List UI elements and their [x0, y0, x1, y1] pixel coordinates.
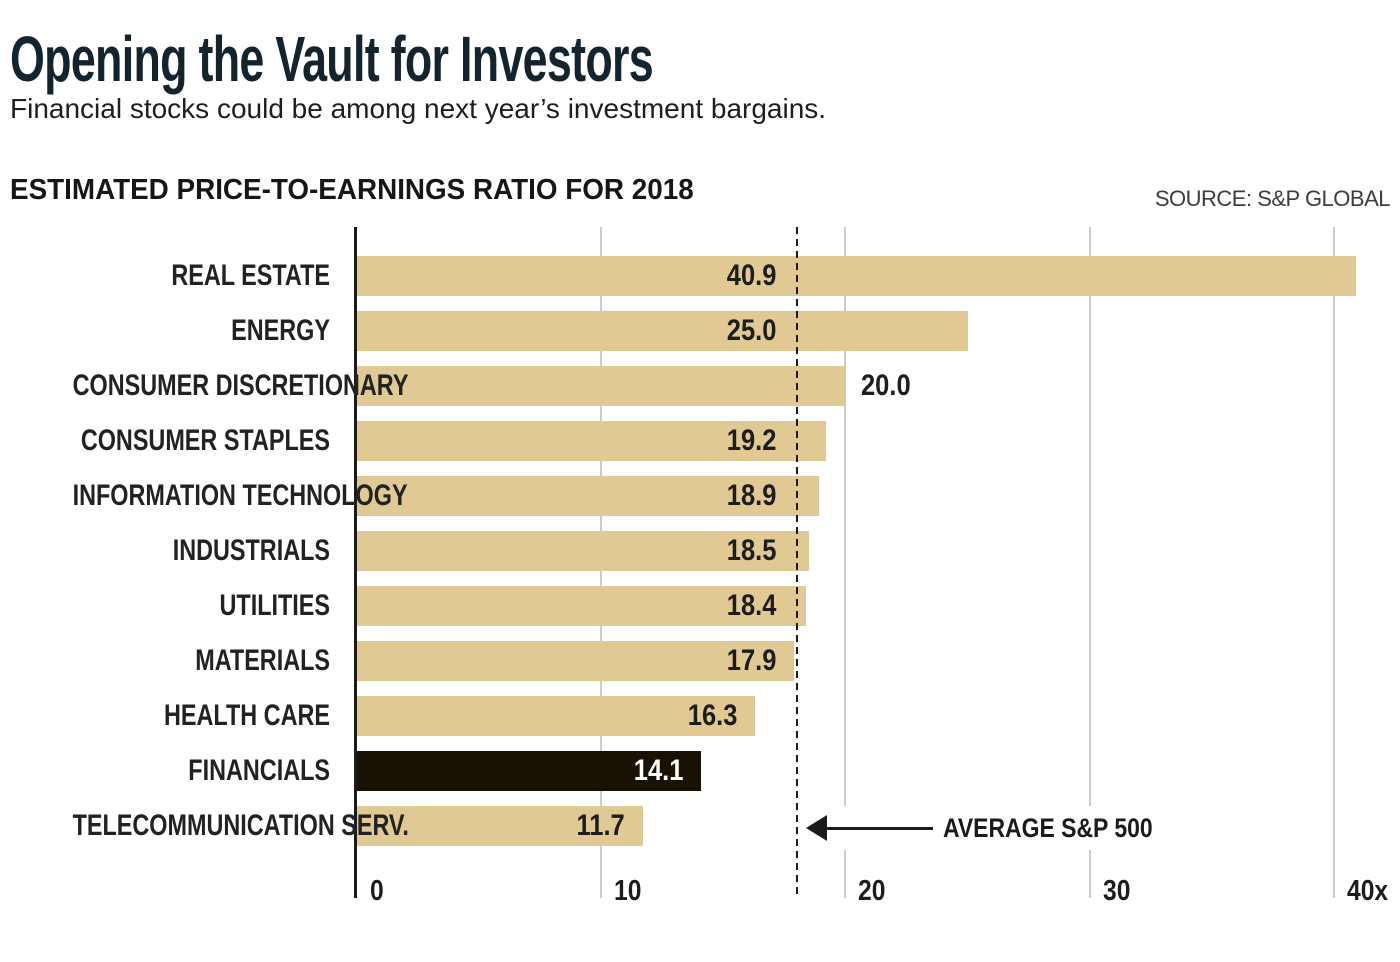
category-label: MATERIALS: [195, 644, 330, 677]
category-label: UTILITIES: [219, 589, 330, 622]
bar-highlighted: [357, 751, 701, 791]
x-tick-label-10: 10: [614, 875, 642, 907]
category-label: FINANCIALS: [188, 754, 330, 787]
bar-value-text: 14.1: [633, 754, 683, 787]
category-label: TELECOMMUNICATION SERV.: [72, 809, 409, 842]
chart-heading: ESTIMATED PRICE-TO-EARNINGS RATIO FOR 20…: [10, 174, 694, 206]
bar-value-label: 19.2: [646, 425, 776, 457]
bar: [357, 256, 1356, 296]
bar-value-label: 17.9: [646, 645, 776, 677]
arrow-left-icon: [806, 815, 827, 841]
bar-value-label: 18.9: [646, 480, 776, 512]
pe-ratio-bar-chart: REAL ESTATE 40.9 ENERGY 25.0 CONSUMER DISCRE…: [0, 227, 1400, 907]
bar-value-text: 16.3: [687, 699, 737, 732]
category-label: REAL ESTATE: [171, 259, 330, 292]
x-tick-label-30: 30: [1103, 875, 1131, 907]
category-label: INFORMATION TECHNOLOGY: [72, 479, 408, 512]
page-subtitle: Financial stocks could be among next yea…: [10, 93, 827, 124]
x-tick-label-20: 20: [858, 875, 886, 907]
bar: [357, 531, 809, 571]
bar-value-text: 25.0: [726, 314, 776, 347]
category-label: INDUSTRIALS: [172, 534, 330, 567]
bar: [357, 476, 819, 516]
bar-value-text: 18.4: [726, 589, 776, 622]
bar: [357, 421, 826, 461]
bar-value-label: 18.4: [646, 590, 776, 622]
bar-value-text: 20.0: [861, 369, 911, 402]
x-tick-label-0: 0: [370, 875, 384, 907]
bar: [357, 806, 643, 846]
category-label: HEALTH CARE: [164, 699, 330, 732]
average-annotation: AVERAGE S&P 500: [798, 806, 1176, 850]
average-reference-line: [796, 227, 798, 898]
chart-source-label: SOURCE: S&P GLOBAL: [1154, 186, 1391, 211]
bar: [357, 366, 845, 406]
x-tick-label-40x: 40x: [1347, 875, 1389, 907]
bar-value-label: 25.0: [646, 315, 776, 347]
arrow-shaft: [826, 827, 933, 830]
gridline-30: [1088, 227, 1091, 898]
page-title: Opening the Vault for Investors: [10, 23, 654, 95]
bar-value-label: 16.3: [607, 700, 737, 732]
gridline-20: [844, 227, 847, 898]
bar-value-text: 19.2: [726, 424, 776, 457]
bar: [357, 696, 755, 736]
category-label: ENERGY: [231, 314, 330, 347]
y-axis-line: [354, 227, 357, 898]
bar-value-label: 18.5: [646, 535, 776, 567]
bar-value-text: 18.5: [726, 534, 776, 567]
bar-value-text: 40.9: [726, 259, 776, 292]
bar-value-label: 11.7: [495, 810, 625, 842]
bar: [357, 641, 794, 681]
bar-value-label: 40.9: [646, 260, 776, 292]
bar-value-label: 14.1: [553, 755, 683, 787]
bar-value-text: 17.9: [726, 644, 776, 677]
category-label: CONSUMER DISCRETIONARY: [72, 369, 409, 402]
bar: [357, 586, 806, 626]
bar-value-label: 20.0: [861, 370, 919, 402]
category-label: CONSUMER STAPLES: [80, 424, 330, 457]
gridline-40: [1332, 227, 1335, 898]
bar: [357, 311, 968, 351]
bar-value-text: 18.9: [726, 479, 776, 512]
bar-value-text: 11.7: [576, 809, 625, 842]
average-line-label: AVERAGE S&P 500: [943, 813, 1153, 843]
